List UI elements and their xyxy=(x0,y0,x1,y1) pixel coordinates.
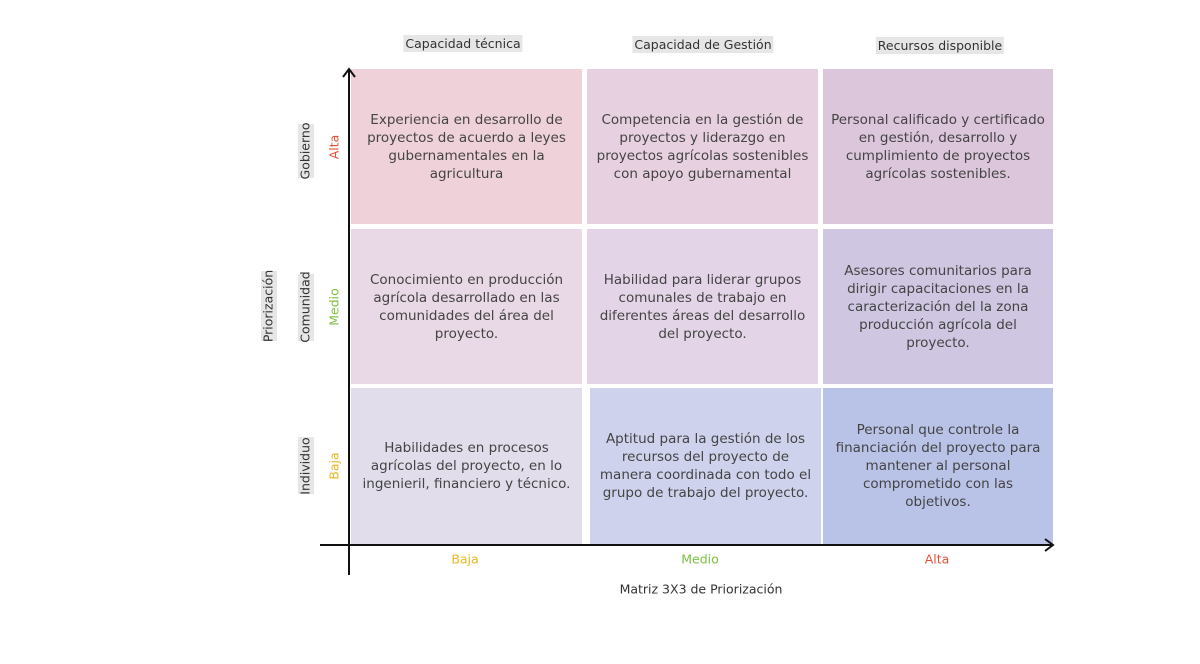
matrix-cell: Habilidad para liderar grupos comunales … xyxy=(587,229,818,384)
row-group: Comunidad xyxy=(298,271,313,342)
x-level: Baja xyxy=(451,552,478,567)
matrix-cell: Competencia en la gestión de proyectos y… xyxy=(587,69,818,224)
matrix-cell: Personal que controle la financiación de… xyxy=(823,388,1053,544)
matrix-cell: Experiencia en desarrollo de proyectos d… xyxy=(351,69,582,224)
x-arrow xyxy=(1044,538,1055,552)
matrix-cell: Personal calificado y certificado en ges… xyxy=(823,69,1053,224)
row-level: Baja xyxy=(327,452,342,479)
y-arrow xyxy=(342,67,356,78)
x-level: Medio xyxy=(681,552,719,567)
row-level: Alta xyxy=(327,135,342,160)
matrix-cell: Habilidades en procesos agrícolas del pr… xyxy=(351,388,582,544)
row-group: Gobierno xyxy=(298,123,313,180)
x-level: Alta xyxy=(925,552,950,567)
matrix-cell: Asesores comunitarios para dirigir capac… xyxy=(823,229,1053,384)
label-bg xyxy=(298,437,314,494)
label-bg xyxy=(298,274,314,341)
label-bg xyxy=(298,124,314,178)
column-header: Capacidad técnica xyxy=(403,35,523,52)
row-level: Medio xyxy=(327,288,342,326)
y-axis-title: Priorización xyxy=(261,270,276,342)
label-bg xyxy=(261,271,277,341)
row-group: Individuo xyxy=(298,437,313,494)
matrix-cell: Conocimiento en producción agrícola desa… xyxy=(351,229,582,384)
matrix-cell: Aptitud para la gestión de los recursos … xyxy=(590,388,821,544)
caption: Matriz 3X3 de Priorización xyxy=(620,582,783,597)
column-header: Capacidad de Gestión xyxy=(632,36,774,53)
column-header: Recursos disponible xyxy=(875,37,1005,54)
